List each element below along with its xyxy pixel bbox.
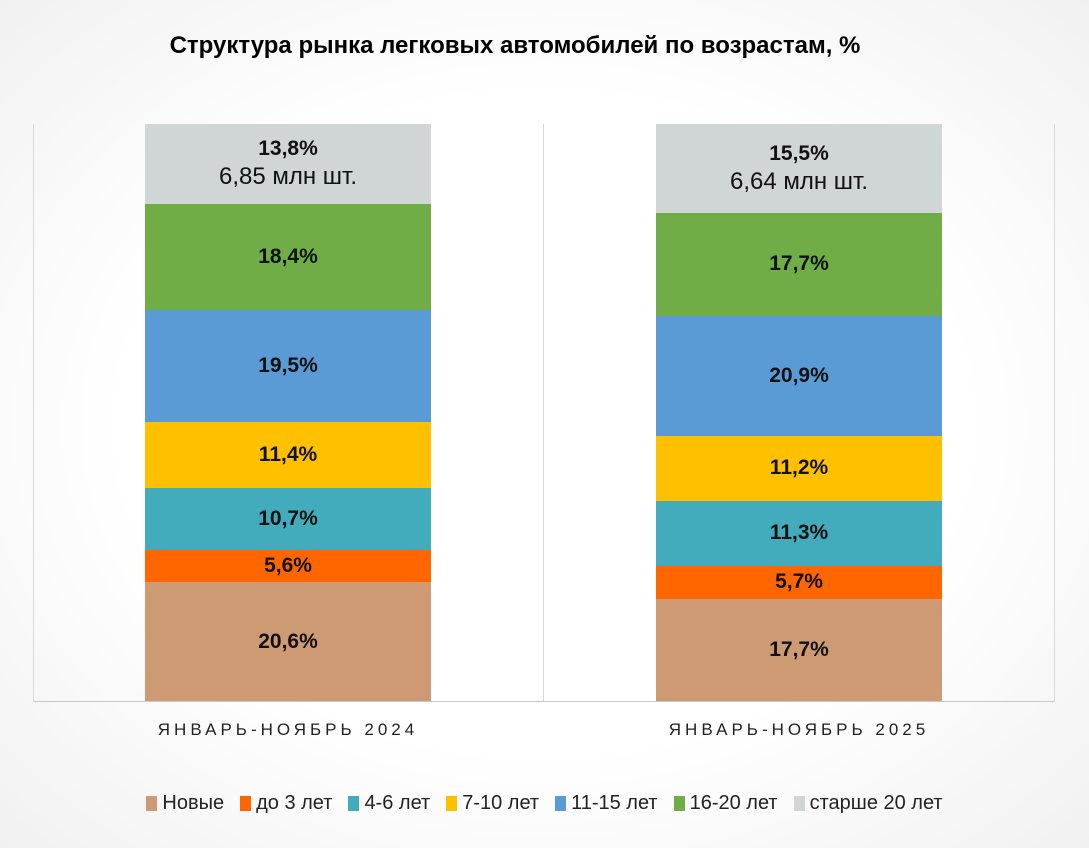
data-label: 5,6% [264, 553, 312, 577]
category-label-2024: ЯНВАРЬ-НОЯБРЬ 2024 [157, 720, 419, 739]
bar-segment: 11,4% [145, 422, 431, 489]
data-label: 20,9% [769, 363, 829, 387]
x-axis [33, 701, 1055, 702]
legend-label: 4-6 лет [364, 792, 431, 814]
total-label: 6,64 млн шт. [729, 167, 869, 195]
legend-item: Новые [146, 792, 224, 815]
legend-swatch [555, 796, 567, 811]
legend-swatch [446, 796, 458, 811]
bar-segment: 17,7% [656, 213, 942, 316]
legend-label: Новые [162, 792, 225, 814]
gridline [1054, 124, 1055, 702]
legend-label: старше 20 лет [809, 792, 943, 814]
total-label: 6,85 млн шт. [218, 162, 358, 190]
data-label: 15,5% [769, 141, 829, 165]
legend-item: до 3 лет [240, 792, 332, 815]
legend-swatch [348, 796, 360, 811]
plot-area: 20,6% 5,6% 10,7% 11,4% 19,5% 18,4% 13,8% 6,85 м… [33, 124, 1055, 702]
legend-swatch [146, 796, 158, 811]
legend-label: до 3 лет [256, 792, 333, 814]
legend-label: 16-20 лет [689, 792, 778, 814]
data-label: 19,5% [258, 354, 318, 378]
legend-item: старше 20 лет [793, 792, 943, 815]
data-label: 11,2% [769, 456, 829, 480]
bar-segment: 5,7% [656, 565, 942, 599]
legend: Новые до 3 лет 4-6 лет 7-10 лет 11-15 лет 16-… [0, 792, 1089, 815]
data-label: 20,6% [258, 629, 318, 653]
bar-segment: 20,6% [145, 582, 431, 701]
legend-swatch [793, 796, 805, 811]
bar-segment: 10,7% [145, 488, 431, 550]
bar-segment: 11,2% [656, 436, 942, 501]
legend-swatch [673, 796, 685, 811]
bar-segment: 11,3% [656, 500, 942, 566]
data-label: 10,7% [258, 506, 318, 530]
data-label: 18,4% [258, 244, 318, 268]
bar-segment: 18,4% [145, 203, 431, 310]
legend-swatch [240, 796, 252, 811]
bar-segment: 19,5% [145, 309, 431, 423]
category-label-2025: ЯНВАРЬ-НОЯБРЬ 2025 [668, 720, 930, 739]
bar-segment: 15,5% 6,64 млн шт. [656, 124, 942, 214]
legend-item: 7-10 лет [446, 792, 539, 815]
bar-segment: 20,9% [656, 315, 942, 437]
gridline [33, 124, 34, 702]
data-label: 17,7% [769, 252, 829, 276]
data-label: 5,7% [775, 570, 823, 594]
data-label: 11,3% [769, 521, 829, 545]
data-label: 17,7% [769, 637, 829, 661]
bar-segment: 13,8% 6,85 млн шт. [145, 124, 431, 204]
chart-title: Структура рынка легковых автомобилей по … [169, 32, 861, 59]
bar-segment: 5,6% [145, 549, 431, 583]
legend-item: 16-20 лет [673, 792, 778, 815]
data-label: 11,4% [258, 443, 318, 467]
gridline [543, 124, 544, 702]
legend-item: 4-6 лет [348, 792, 430, 815]
legend-item: 11-15 лет [555, 792, 658, 815]
data-label: 13,8% [258, 136, 318, 160]
legend-label: 7-10 лет [462, 792, 540, 814]
legend-label: 11-15 лет [571, 792, 658, 814]
bar-segment: 17,7% [656, 598, 942, 701]
